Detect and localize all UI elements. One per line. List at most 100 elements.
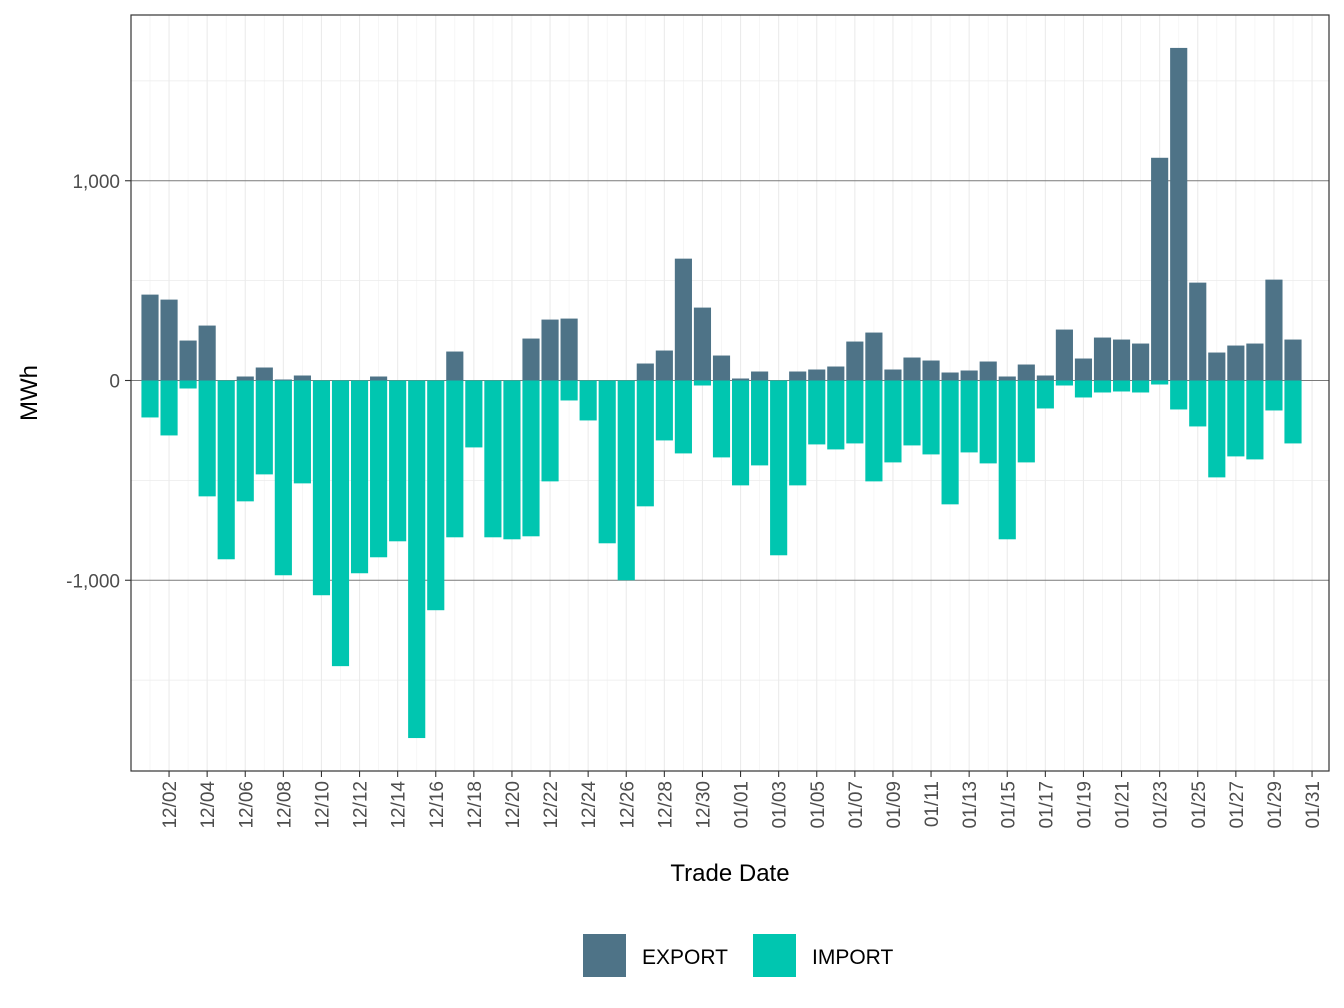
bar-import: [1265, 380, 1283, 411]
bar-export: [560, 318, 578, 381]
bar-import: [198, 380, 216, 497]
bar-export: [293, 375, 311, 381]
bar-export: [979, 361, 997, 381]
bar-import: [598, 380, 616, 544]
bar-import: [217, 380, 235, 560]
bar-export: [693, 307, 712, 381]
bar-import: [884, 380, 902, 463]
bar-import: [617, 380, 635, 581]
bar-import: [1170, 380, 1188, 410]
bar-import: [560, 380, 578, 401]
bar-export: [731, 378, 750, 381]
x-tick-label: 01/15: [998, 781, 1019, 829]
bar-import: [179, 380, 197, 389]
bar-export: [865, 332, 883, 381]
bar-import: [465, 380, 483, 448]
bar-export: [1284, 339, 1302, 381]
bar-import: [1189, 380, 1207, 427]
bar-import: [1036, 380, 1054, 409]
bar-import: [693, 380, 712, 386]
bar-import: [312, 380, 331, 596]
bar-import: [274, 380, 292, 576]
bar-import: [236, 380, 254, 502]
bar-export: [998, 376, 1016, 381]
bar-import: [1132, 380, 1150, 393]
x-tick-label: 01/27: [1227, 781, 1248, 829]
bar-export: [846, 341, 864, 381]
bar-export: [1246, 343, 1264, 381]
x-tick-label: 01/13: [960, 781, 981, 829]
bar-import: [446, 380, 464, 538]
panel-border: [130, 14, 1330, 772]
bar-export: [751, 371, 769, 381]
x-tick-label: 01/17: [1036, 781, 1057, 829]
bar-import: [808, 380, 826, 445]
legend-label-export: EXPORT: [642, 946, 728, 969]
bar-import: [1093, 380, 1112, 393]
bar-import: [1055, 380, 1073, 386]
bar-import: [1112, 380, 1131, 392]
legend: EXPORT IMPORT: [583, 934, 893, 977]
x-tick-label: 01/25: [1189, 781, 1210, 829]
bar-import: [160, 380, 178, 436]
bar-export: [160, 299, 178, 381]
x-tick-label: 12/04: [198, 781, 219, 829]
bar-export: [198, 325, 216, 381]
bar-export: [674, 258, 692, 381]
bar-import: [846, 380, 864, 444]
x-tick-label: 12/22: [541, 781, 562, 829]
bar-export: [1093, 337, 1112, 381]
bar-export: [827, 366, 845, 381]
legend-label-import: IMPORT: [812, 946, 893, 969]
bar-export: [712, 355, 731, 381]
bar-export: [1189, 282, 1207, 381]
bar-import: [350, 380, 369, 574]
x-tick-label: 12/10: [312, 781, 333, 829]
bar-import: [579, 380, 597, 421]
legend-swatch-export: [583, 934, 626, 977]
bar-export: [1265, 279, 1283, 381]
x-tick-label: 01/03: [770, 781, 791, 829]
bar-import: [1017, 380, 1035, 463]
bar-import: [1227, 380, 1245, 457]
bar-export: [255, 367, 273, 381]
bar-export: [1017, 364, 1035, 381]
legend-swatch-import: [753, 934, 796, 977]
x-tick-label: 01/01: [732, 781, 753, 829]
x-tick-label: 12/20: [503, 781, 524, 829]
y-axis: -1,000 0 1,000: [66, 172, 131, 592]
bar-import: [979, 380, 997, 464]
bar-import: [655, 380, 673, 441]
bar-import: [541, 380, 559, 482]
x-tick-label: 12/16: [427, 781, 448, 829]
x-tick-label: 12/18: [465, 781, 486, 829]
x-tick-label: 12/28: [655, 781, 676, 829]
bar-export: [903, 357, 921, 381]
bar-import: [751, 380, 769, 466]
x-tick-label: 01/19: [1074, 781, 1095, 829]
bar-export: [789, 371, 807, 381]
x-tick-label: 01/31: [1303, 781, 1324, 829]
bar-import: [1284, 380, 1302, 444]
x-tick-label: 12/14: [389, 781, 410, 829]
x-tick-label: 01/23: [1151, 781, 1172, 829]
y-axis-title: MWh: [16, 365, 43, 421]
bar-import: [1151, 380, 1169, 385]
x-tick-label: 12/12: [351, 781, 372, 829]
bar-export: [522, 338, 540, 381]
bar-import: [484, 380, 502, 538]
bar-export: [446, 351, 464, 381]
bar-import: [331, 380, 350, 667]
bar-export: [370, 376, 388, 381]
bar-import: [712, 380, 731, 458]
bar-export: [1112, 339, 1131, 381]
x-axis: 12/02 12/04 12/06 12/08 12/10 12/12 12/14 12/16…: [160, 771, 1324, 829]
bar-export: [1227, 345, 1245, 381]
bar-import: [427, 380, 445, 611]
y-tick-label: 1,000: [72, 172, 120, 193]
bar-export: [141, 294, 159, 381]
bar-import: [731, 380, 750, 486]
bar-export: [636, 363, 654, 381]
x-tick-label: 01/05: [808, 781, 829, 829]
bar-import: [389, 380, 407, 542]
